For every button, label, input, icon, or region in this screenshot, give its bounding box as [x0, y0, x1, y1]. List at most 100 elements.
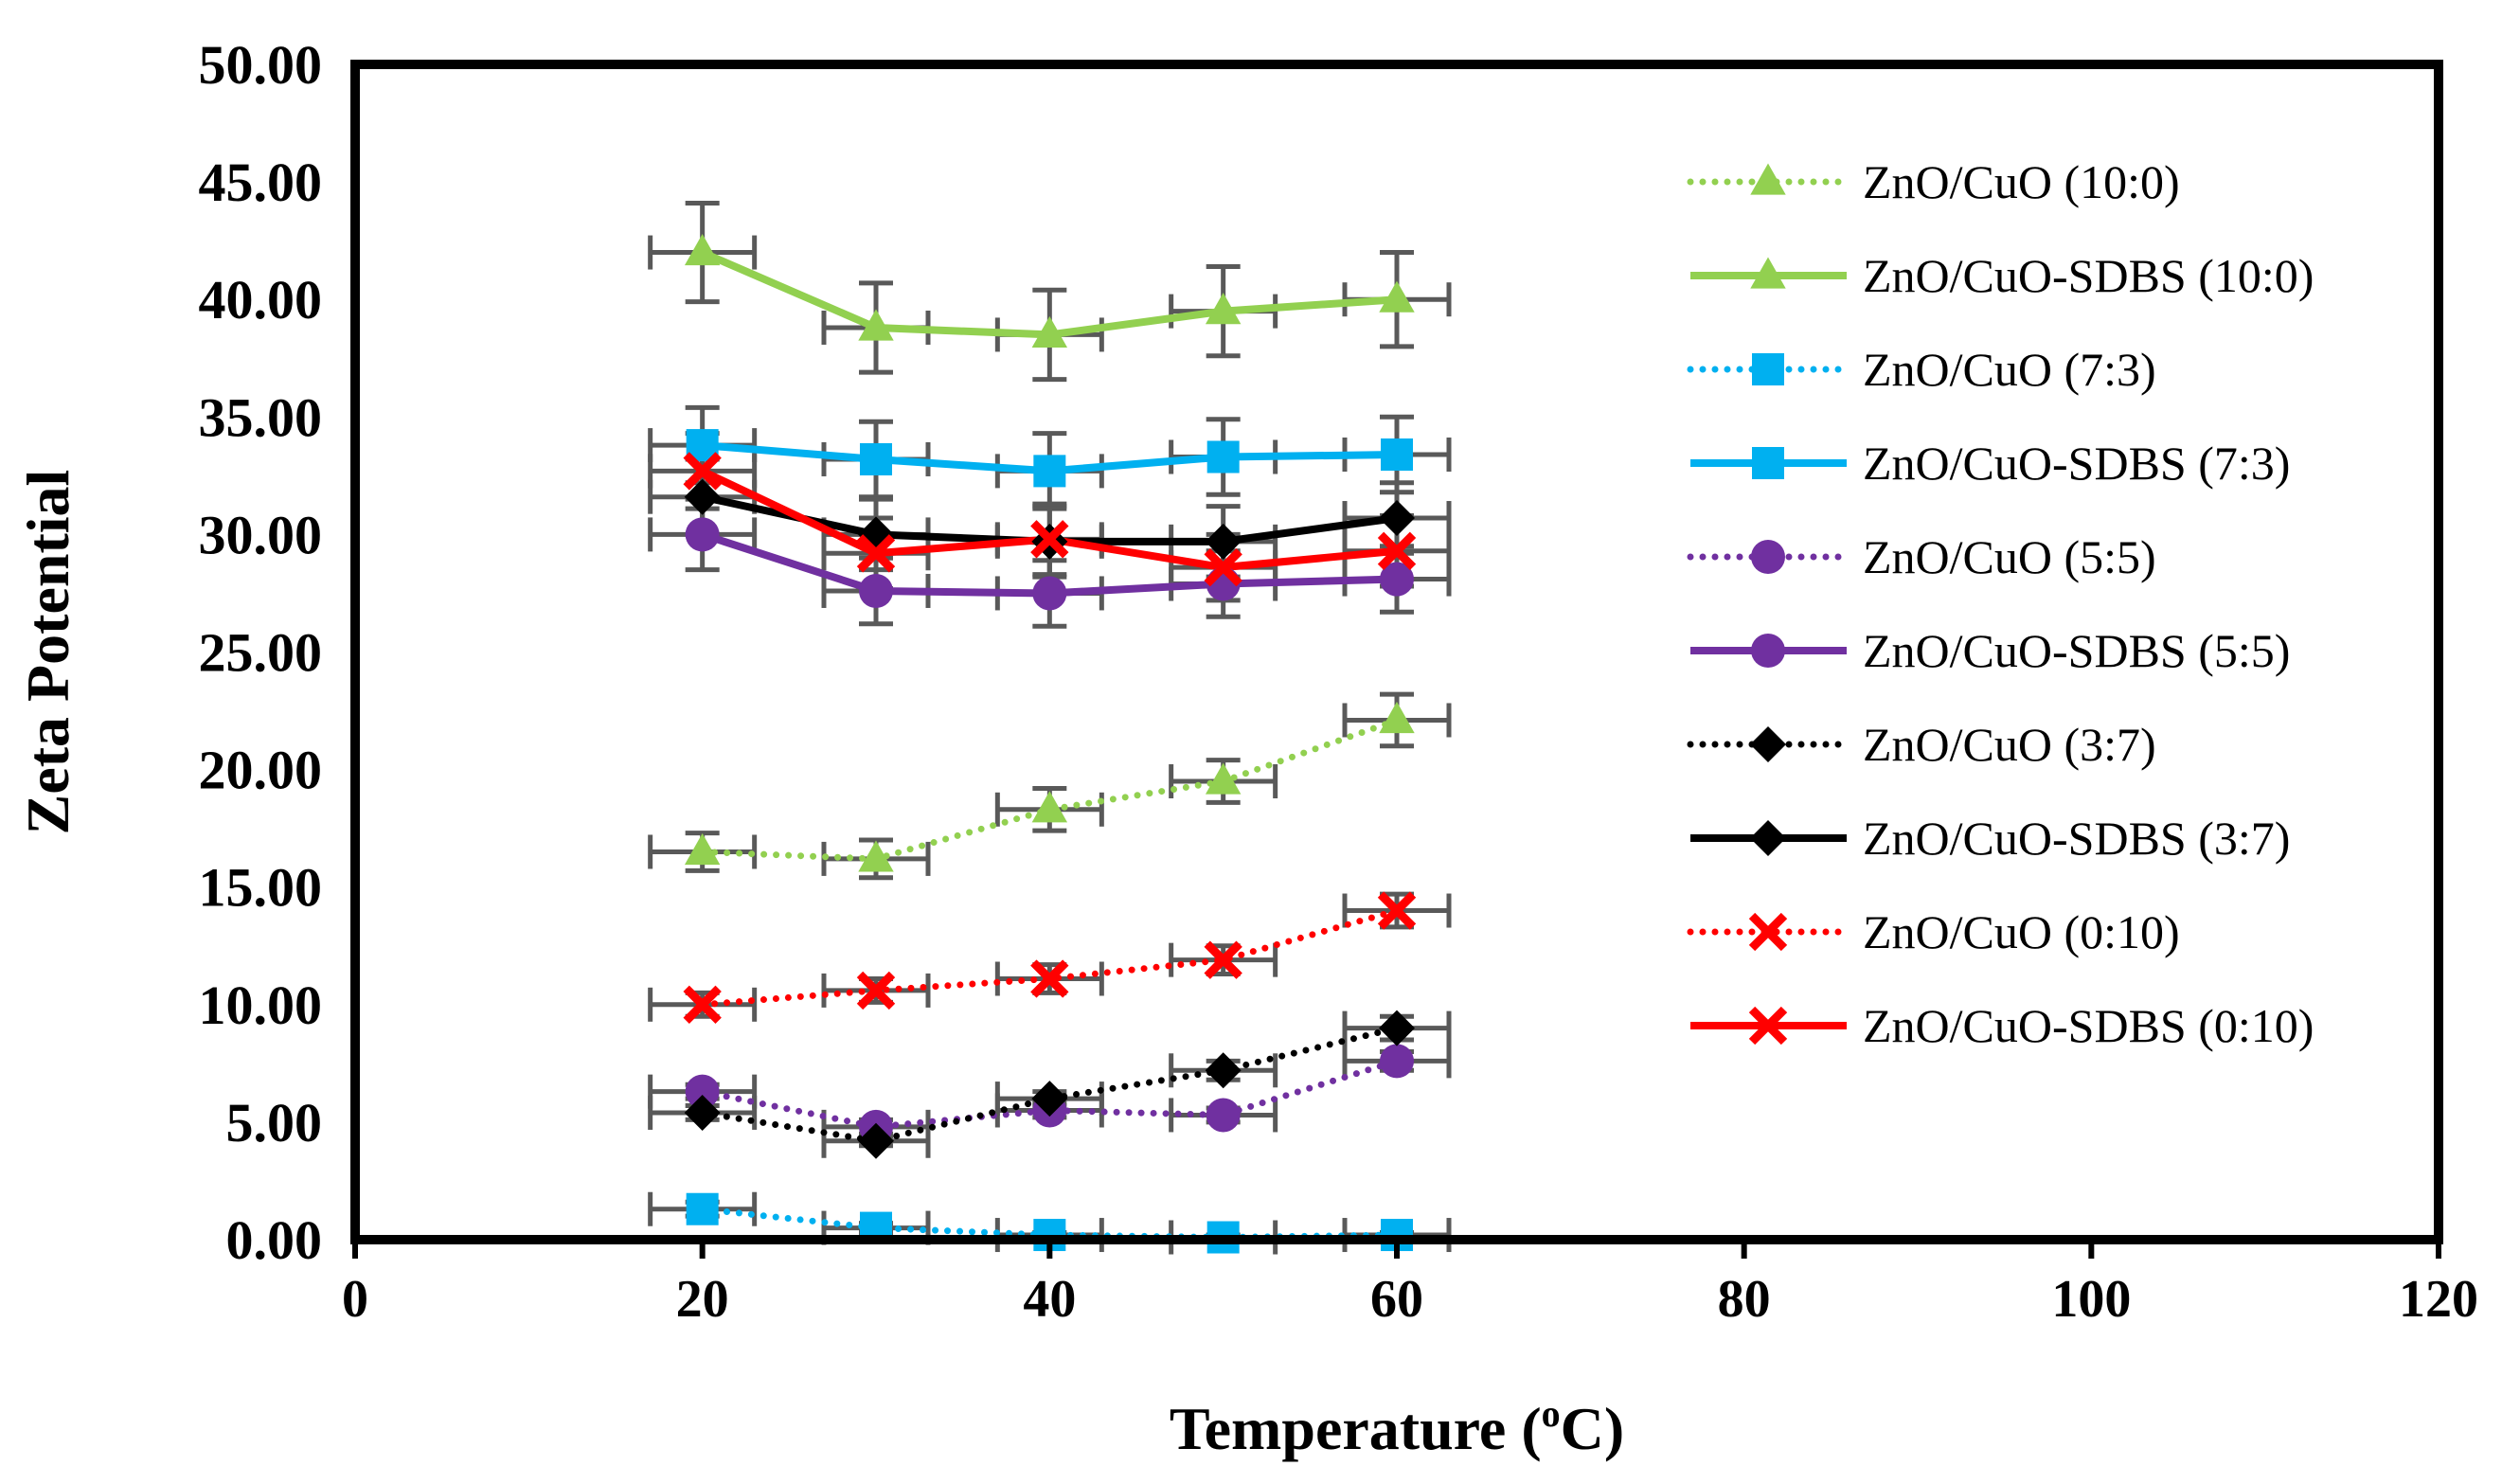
data-point	[1205, 523, 1242, 560]
legend-marker	[1750, 820, 1786, 856]
legend-label: ZnO/CuO-SDBS (7:3)	[1863, 437, 2290, 490]
x-tick-labels: 0 20 40 60 80 100 120	[342, 1270, 2478, 1329]
data-point	[1379, 701, 1415, 734]
y-tick-label: 5.00	[226, 1092, 323, 1153]
x-axis-title-main: Temperature (	[1170, 1395, 1542, 1462]
legend-label: ZnO/CuO (5:5)	[1863, 530, 2156, 583]
legend-marker-stroke	[1748, 912, 1788, 952]
legend: ZnO/CuO (10:0) ZnO/CuO-SDBS (10:0) ZnO/CuO…	[1687, 155, 2314, 1052]
x-tick-label: 100	[2051, 1270, 2131, 1329]
y-tick-label: 0.00	[226, 1209, 323, 1271]
data-point	[1206, 440, 1240, 474]
y-tick-label: 45.00	[199, 152, 323, 213]
y-tick-labels: 0.00 5.00 10.00 15.00 20.00 25.00 30.00 35.00 40…	[199, 34, 323, 1271]
data-point	[1031, 315, 1068, 349]
data-point	[1032, 576, 1067, 611]
data-point	[1379, 280, 1415, 313]
data-point	[1380, 1044, 1414, 1079]
legend-marker-stroke	[1748, 1006, 1788, 1046]
y-tick-label: 35.00	[199, 386, 323, 448]
legend-label: ZnO/CuO (3:7)	[1863, 718, 2156, 771]
legend-marker	[1750, 163, 1786, 195]
legend-marker	[1750, 726, 1786, 762]
data-point	[1030, 520, 1069, 559]
data-point	[1205, 1052, 1242, 1089]
legend-marker	[1748, 912, 1788, 952]
data-point	[858, 1122, 894, 1159]
data-point	[684, 1094, 721, 1131]
data-point-stroke	[856, 534, 896, 573]
data-point	[860, 442, 892, 475]
data-point	[856, 971, 896, 1010]
legend-label: ZnO/CuO (0:10)	[1863, 905, 2180, 958]
data-point	[1030, 959, 1069, 998]
data-point-stroke	[683, 985, 722, 1024]
y-tick-label: 15.00	[199, 857, 323, 919]
data-point	[686, 1192, 719, 1225]
data-point	[1206, 1098, 1241, 1133]
axis-tick-marks	[352, 1240, 2441, 1259]
data-point-stroke	[1377, 531, 1417, 570]
data-point	[1033, 455, 1066, 488]
data-point	[856, 534, 896, 573]
data-point	[685, 517, 720, 552]
legend-label: ZnO/CuO-SDBS (3:7)	[1863, 812, 2290, 865]
x-tick-label: 80	[1718, 1270, 1771, 1329]
legend-marker	[1751, 540, 1785, 574]
x-axis-title-unit: C)	[1561, 1395, 1625, 1462]
y-tick-label: 50.00	[199, 34, 323, 96]
legend-marker	[1750, 257, 1786, 289]
y-tick-label: 20.00	[199, 740, 323, 801]
data-point	[1377, 891, 1417, 930]
legend-marker	[1748, 1006, 1788, 1046]
legend-label: ZnO/CuO-SDBS (0:10)	[1863, 999, 2314, 1052]
data-point	[1204, 940, 1242, 979]
data-point	[684, 832, 721, 866]
data-point	[1379, 500, 1415, 537]
data-point	[858, 840, 894, 872]
data-point-stroke	[1204, 547, 1242, 587]
legend-label: ZnO/CuO-SDBS (10:0)	[1863, 249, 2314, 302]
y-tick-label: 10.00	[199, 974, 323, 1036]
data-markers	[683, 234, 1417, 1254]
x-tick-label: 40	[1023, 1270, 1076, 1329]
x-axis-title-superscript: o	[1542, 1392, 1561, 1435]
y-tick-label: 30.00	[199, 504, 323, 565]
data-point	[683, 985, 722, 1024]
data-point-stroke	[856, 971, 896, 1010]
x-tick-label: 20	[676, 1270, 729, 1329]
data-point	[1380, 562, 1414, 597]
y-tick-label: 40.00	[199, 269, 323, 331]
data-point-stroke	[1030, 959, 1069, 998]
data-point-stroke	[1377, 891, 1417, 930]
data-point	[1031, 791, 1068, 823]
legend-label: ZnO/CuO-SDBS (5:5)	[1863, 624, 2290, 677]
x-tick-label: 120	[2399, 1270, 2478, 1329]
legend-marker	[1752, 447, 1784, 479]
data-point	[858, 309, 894, 341]
x-tick-label: 60	[1370, 1270, 1423, 1329]
data-point	[683, 452, 722, 491]
y-tick-label: 25.00	[199, 622, 323, 684]
data-point	[1205, 293, 1242, 325]
data-point	[1377, 531, 1417, 570]
data-point	[684, 234, 721, 266]
data-point	[1031, 1081, 1068, 1117]
data-point	[1205, 762, 1242, 795]
data-point	[685, 1074, 720, 1109]
data-point	[859, 573, 893, 608]
data-point-stroke	[683, 452, 722, 491]
y-axis-title: Zeta Potential	[14, 470, 81, 835]
data-point	[1204, 547, 1242, 587]
legend-marker	[1751, 634, 1785, 668]
data-point-stroke	[1030, 520, 1069, 559]
legend-label: ZnO/CuO (7:3)	[1863, 343, 2156, 396]
data-point	[1381, 438, 1413, 472]
x-axis-title: Temperature (oC)	[1170, 1392, 1624, 1462]
data-point	[684, 478, 721, 515]
x-tick-label: 0	[342, 1270, 368, 1329]
data-point	[1379, 1010, 1415, 1046]
legend-label: ZnO/CuO (10:0)	[1863, 155, 2180, 208]
data-point-stroke	[1204, 940, 1242, 979]
